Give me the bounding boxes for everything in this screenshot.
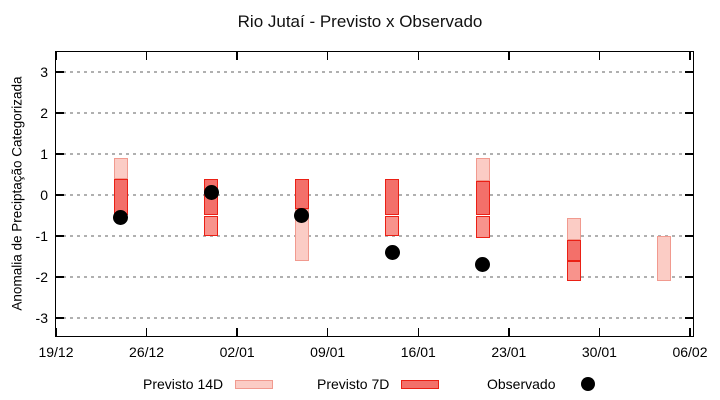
- legend-item-previsto-7d: Previsto 7D: [317, 374, 440, 394]
- y-tick-label: 2: [40, 105, 48, 121]
- y-gridline: [56, 235, 693, 237]
- x-tick-top: [145, 52, 148, 60]
- y-tick-label: -2: [35, 269, 48, 285]
- forecast-bar-segment-dark: [566, 240, 581, 261]
- x-tick-label: 09/01: [310, 344, 346, 360]
- x-tick-top: [598, 52, 601, 60]
- y-tick-right: [685, 71, 693, 73]
- x-tick-bottom: [417, 328, 420, 336]
- legend-item-previsto-14d: Previsto 14D: [143, 374, 274, 394]
- forecast-bar-segment-mid: [385, 215, 400, 236]
- x-tick-top: [326, 52, 329, 60]
- x-tick-top: [689, 52, 691, 60]
- forecast-bar-segment-dark: [294, 178, 309, 210]
- y-gridline: [56, 276, 693, 278]
- previsto-14d-swatch-icon: [235, 379, 274, 389]
- x-tick-top: [55, 52, 57, 60]
- x-tick-bottom: [326, 328, 329, 336]
- y-tick-label: 3: [40, 64, 48, 80]
- x-tick-top: [236, 52, 238, 60]
- y-tick-label: 1: [40, 146, 48, 162]
- x-tick-bottom: [508, 328, 510, 336]
- forecast-bar-segment-light: [475, 158, 490, 181]
- x-tick-label: 19/12: [38, 344, 74, 360]
- y-tick-left: [56, 112, 64, 114]
- x-tick-label: 02/01: [219, 344, 255, 360]
- y-tick-left: [56, 153, 64, 155]
- y-gridline: [56, 71, 693, 73]
- forecast-bar-segment-light: [566, 217, 581, 241]
- y-gridline: [56, 317, 693, 319]
- y-tick-right: [685, 235, 693, 237]
- y-tick-right: [685, 153, 693, 155]
- observed-dot: [294, 208, 310, 223]
- x-tick-bottom: [236, 328, 238, 336]
- x-tick-label: 23/01: [491, 344, 527, 360]
- observed-dot: [203, 185, 219, 201]
- observado-dot-icon: [581, 377, 596, 391]
- y-tick-left: [56, 71, 64, 73]
- forecast-bar-segment-dark: [475, 180, 490, 216]
- y-tick-left: [56, 276, 64, 278]
- y-gridline: [56, 153, 693, 155]
- x-tick-top: [417, 52, 420, 60]
- chart-title: Rio Jutaí - Previsto x Observado: [237, 12, 483, 31]
- y-tick-label: 0: [40, 187, 48, 203]
- y-tick-right: [685, 317, 693, 319]
- observed-dot: [475, 257, 491, 273]
- y-tick-label: -3: [35, 310, 48, 326]
- previsto-7d-swatch-icon: [401, 379, 440, 389]
- forecast-bar-segment-light: [657, 236, 672, 282]
- forecast-bar-segment-mid: [566, 260, 581, 282]
- y-tick-label: -1: [35, 228, 48, 244]
- legend: Previsto 14D Previsto 7D Observado: [0, 374, 720, 396]
- x-tick-bottom: [598, 328, 601, 336]
- observed-dot: [384, 244, 400, 260]
- y-tick-left: [56, 235, 64, 237]
- forecast-bar-segment-light: [113, 158, 128, 179]
- y-gridline: [56, 112, 693, 114]
- x-tick-label: 26/12: [129, 344, 165, 360]
- legend-label-previsto-7d: Previsto 7D: [317, 376, 390, 392]
- y-tick-right: [685, 276, 693, 278]
- y-tick-right: [685, 112, 693, 114]
- x-tick-bottom: [689, 328, 691, 336]
- x-tick-bottom: [145, 328, 148, 336]
- legend-label-previsto-14d: Previsto 14D: [143, 376, 224, 392]
- plot-area: 3 2 1 0 -1 -2 -3 19/12 26/12 02/01 09/01 16/01 23/01…: [36, 51, 708, 360]
- x-tick-top: [508, 52, 510, 60]
- forecast-bar-segment-mid: [204, 215, 219, 236]
- x-tick-label: 06/02: [672, 344, 708, 360]
- y-tick-left: [56, 317, 64, 319]
- forecast-bar-segment-mid: [475, 215, 490, 239]
- x-tick-bottom: [55, 328, 57, 336]
- x-tick-label: 16/01: [400, 344, 436, 360]
- y-tick-right: [685, 194, 693, 196]
- y-gridline: [56, 194, 693, 196]
- legend-item-observado: Observado: [487, 374, 596, 394]
- observed-dot: [113, 210, 129, 226]
- y-tick-left: [56, 194, 64, 196]
- x-tick-label: 30/01: [581, 344, 617, 360]
- legend-label-observado: Observado: [487, 376, 556, 392]
- forecast-bar-segment-dark: [385, 178, 400, 216]
